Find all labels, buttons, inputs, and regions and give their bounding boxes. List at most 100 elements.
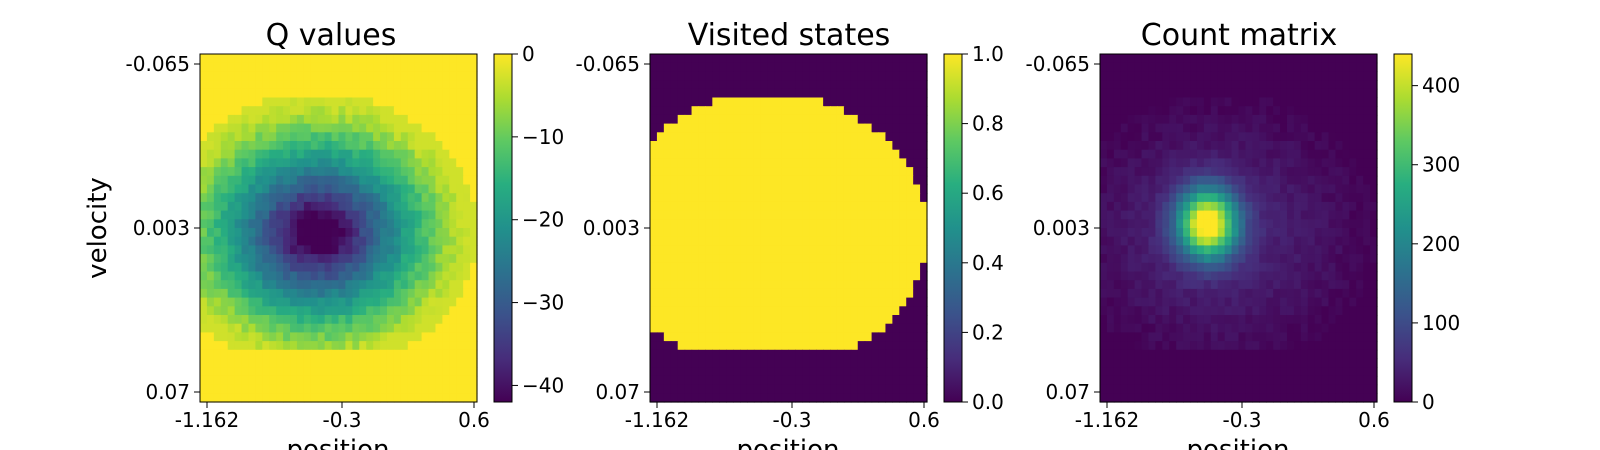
heatmap-cell bbox=[864, 184, 873, 194]
heatmap-cell bbox=[366, 315, 374, 325]
heatmap-cell bbox=[1328, 123, 1337, 133]
heatmap-cell bbox=[1335, 88, 1343, 99]
heatmap-cell bbox=[712, 114, 720, 125]
heatmap-cell bbox=[746, 97, 755, 107]
heatmap-cell bbox=[740, 54, 748, 64]
heatmap-cell bbox=[283, 288, 291, 299]
heatmap-cell bbox=[1335, 132, 1343, 142]
heatmap-cell bbox=[691, 71, 700, 81]
heatmap-cell bbox=[276, 367, 284, 377]
heatmap-cell bbox=[1266, 97, 1274, 107]
heatmap-cell bbox=[1259, 88, 1267, 99]
heatmap-cell bbox=[1259, 158, 1267, 168]
heatmap-cell bbox=[414, 254, 423, 264]
heatmap-cell bbox=[255, 288, 263, 299]
heatmap-cell bbox=[366, 323, 374, 333]
heatmap-cell bbox=[781, 341, 790, 351]
heatmap-cell bbox=[650, 228, 658, 238]
heatmap-cell bbox=[1307, 245, 1316, 255]
heatmap-cell bbox=[1162, 254, 1170, 264]
heatmap-cell bbox=[1321, 149, 1330, 159]
heatmap-cell bbox=[269, 149, 277, 159]
heatmap-cell bbox=[414, 201, 423, 212]
heatmap-cell bbox=[1286, 149, 1295, 159]
heatmap-cell bbox=[1238, 236, 1247, 246]
heatmap-cell bbox=[463, 245, 471, 255]
heatmap-cell bbox=[746, 288, 755, 299]
heatmap-cell bbox=[206, 167, 215, 177]
heatmap-cell bbox=[753, 375, 762, 386]
heatmap-cell bbox=[1286, 158, 1295, 168]
heatmap-cell bbox=[1259, 193, 1267, 203]
heatmap-cell bbox=[850, 332, 859, 342]
heatmap-cell bbox=[871, 228, 880, 238]
heatmap-cell bbox=[359, 358, 367, 368]
heatmap-cell bbox=[407, 358, 416, 368]
heatmap-cell bbox=[1155, 62, 1163, 72]
heatmap-cell bbox=[1106, 367, 1115, 377]
heatmap-cell bbox=[1176, 315, 1184, 325]
heatmap-cell bbox=[705, 132, 713, 142]
heatmap-cell bbox=[1196, 245, 1205, 255]
heatmap-cell bbox=[331, 175, 340, 186]
heatmap-cell bbox=[1321, 175, 1330, 186]
heatmap-cell bbox=[920, 184, 928, 194]
heatmap-cell bbox=[816, 71, 824, 81]
heatmap-cell bbox=[1280, 375, 1288, 386]
heatmap-cell bbox=[1203, 123, 1212, 133]
heatmap-cell bbox=[677, 384, 686, 394]
heatmap-cell bbox=[1238, 175, 1247, 186]
heatmap-cell bbox=[1155, 184, 1163, 194]
heatmap-cell bbox=[1300, 114, 1309, 125]
heatmap-cell bbox=[906, 228, 914, 238]
heatmap-cell bbox=[850, 62, 859, 72]
heatmap-cell bbox=[200, 88, 208, 99]
heatmap-cell bbox=[843, 306, 852, 316]
heatmap-cell bbox=[1203, 175, 1212, 186]
heatmap-cell bbox=[345, 97, 353, 107]
heatmap-cell bbox=[310, 158, 319, 168]
heatmap-cell bbox=[656, 384, 665, 394]
heatmap-cell bbox=[767, 88, 776, 99]
heatmap-cell bbox=[393, 97, 402, 107]
heatmap-cell bbox=[227, 384, 236, 394]
heatmap-cell bbox=[421, 228, 430, 238]
heatmap-cell bbox=[373, 271, 381, 281]
heatmap-cell bbox=[1106, 271, 1115, 281]
heatmap-cell bbox=[1176, 341, 1184, 351]
heatmap-cell bbox=[760, 271, 769, 281]
heatmap-cell bbox=[276, 219, 284, 229]
heatmap-cell bbox=[1231, 271, 1240, 281]
heatmap-cell bbox=[733, 149, 741, 159]
heatmap-cell bbox=[1252, 184, 1260, 194]
heatmap-cell bbox=[913, 114, 921, 125]
heatmap-cell bbox=[352, 341, 360, 351]
heatmap-cell bbox=[1328, 210, 1337, 220]
heatmap-cell bbox=[1134, 297, 1143, 307]
heatmap-cell bbox=[712, 132, 720, 142]
heatmap-cell bbox=[767, 280, 776, 290]
heatmap-cell bbox=[1127, 175, 1136, 186]
heatmap-cell bbox=[663, 332, 672, 342]
heatmap-cell bbox=[296, 228, 305, 238]
heatmap-cell bbox=[656, 297, 665, 307]
heatmap-cell bbox=[767, 54, 776, 64]
heatmap-cell bbox=[317, 393, 326, 403]
heatmap-cell bbox=[1266, 71, 1274, 81]
heatmap-cell bbox=[331, 393, 340, 403]
heatmap-cell bbox=[1183, 393, 1191, 403]
heatmap-cell bbox=[393, 393, 402, 403]
heatmap-cell bbox=[843, 193, 852, 203]
heatmap-cell bbox=[400, 315, 409, 325]
heatmap-cell bbox=[428, 158, 437, 168]
heatmap-cell bbox=[269, 341, 277, 351]
heatmap-cell bbox=[740, 80, 748, 90]
heatmap-cell bbox=[386, 71, 395, 81]
heatmap-cell bbox=[227, 306, 236, 316]
heatmap-cell bbox=[906, 315, 914, 325]
heatmap-cell bbox=[1356, 106, 1364, 116]
heatmap-cell bbox=[200, 106, 208, 116]
heatmap-cell bbox=[1245, 97, 1253, 107]
heatmap-cell bbox=[774, 201, 783, 212]
heatmap-cell bbox=[1300, 88, 1309, 99]
